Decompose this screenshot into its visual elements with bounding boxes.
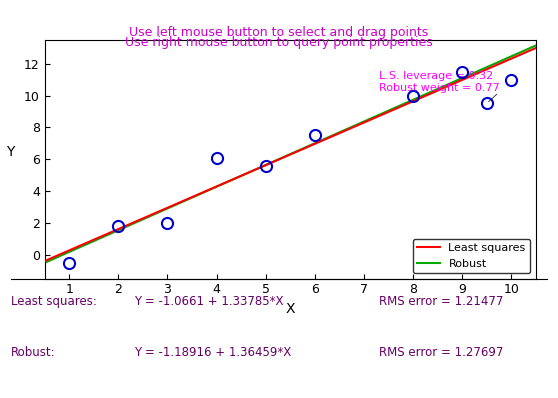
Text: Least squares:: Least squares: — [11, 295, 97, 308]
Text: Robust:: Robust: — [11, 346, 56, 359]
Text: Use left mouse button to select and drag points: Use left mouse button to select and drag… — [129, 26, 429, 39]
Text: RMS error = 1.21477: RMS error = 1.21477 — [379, 295, 504, 308]
Text: RMS error = 1.27697: RMS error = 1.27697 — [379, 346, 504, 359]
Text: L.S. leverage = 0.32
Robust weight = 0.77: L.S. leverage = 0.32 Robust weight = 0.7… — [378, 71, 499, 93]
Y-axis label: Y: Y — [6, 145, 14, 159]
Text: Y = -1.18916 + 1.36459*X: Y = -1.18916 + 1.36459*X — [134, 346, 291, 359]
Text: Use right mouse button to query point properties: Use right mouse button to query point pr… — [125, 36, 433, 49]
Legend: Least squares, Robust: Least squares, Robust — [413, 238, 530, 273]
Text: Y = -1.0661 + 1.33785*X: Y = -1.0661 + 1.33785*X — [134, 295, 283, 308]
X-axis label: X: X — [285, 302, 295, 316]
